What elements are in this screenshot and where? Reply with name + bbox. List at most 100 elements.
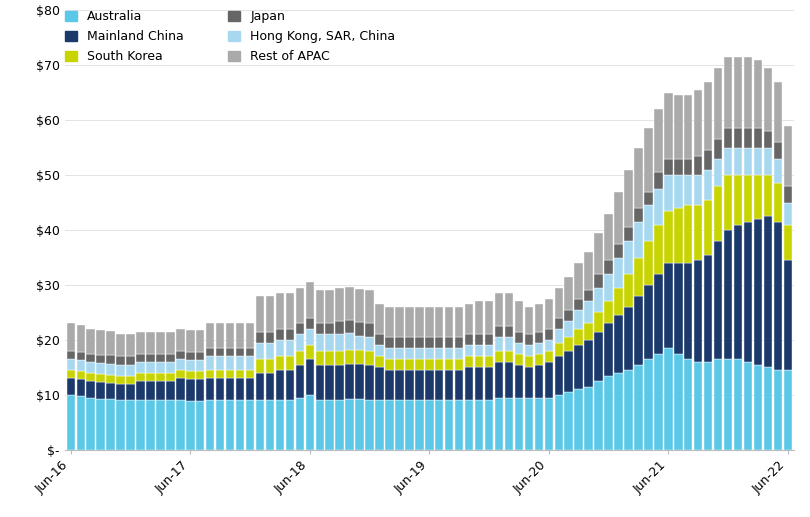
Bar	[604, 324, 613, 376]
Bar	[76, 360, 85, 371]
Bar	[754, 148, 762, 175]
Bar	[147, 362, 155, 373]
Bar	[445, 370, 454, 400]
Bar	[475, 301, 484, 334]
Bar	[425, 400, 433, 450]
Bar	[684, 205, 693, 263]
Bar	[296, 324, 304, 334]
Bar	[535, 304, 543, 332]
Bar	[236, 378, 245, 400]
Bar	[734, 128, 742, 148]
Bar	[435, 337, 444, 348]
Bar	[245, 378, 254, 400]
Bar	[734, 57, 742, 128]
Bar	[544, 351, 553, 362]
Bar	[505, 351, 514, 362]
Bar	[525, 307, 533, 334]
Bar	[286, 370, 294, 400]
Bar	[275, 329, 284, 340]
Bar	[555, 356, 563, 395]
Bar	[764, 368, 772, 450]
Bar	[316, 364, 324, 400]
Bar	[245, 400, 254, 450]
Bar	[66, 351, 75, 359]
Bar	[305, 282, 314, 318]
Bar	[555, 329, 563, 343]
Bar	[544, 340, 553, 351]
Bar	[275, 370, 284, 400]
Bar	[674, 354, 683, 450]
Bar	[574, 310, 583, 329]
Bar	[266, 373, 275, 400]
Bar	[106, 374, 115, 383]
Bar	[783, 260, 792, 370]
Bar	[305, 318, 314, 329]
Bar	[774, 184, 782, 222]
Bar	[96, 363, 104, 374]
Bar	[326, 291, 334, 324]
Bar	[147, 332, 155, 354]
Bar	[485, 334, 493, 345]
Bar	[574, 263, 583, 299]
Bar	[604, 260, 613, 274]
Bar	[455, 370, 463, 400]
Bar	[326, 324, 334, 334]
Bar	[535, 354, 543, 364]
Bar	[415, 359, 424, 370]
Bar	[584, 387, 593, 450]
Bar	[386, 400, 394, 450]
Bar	[236, 348, 245, 356]
Bar	[614, 315, 623, 373]
Bar	[595, 332, 603, 381]
Bar	[226, 348, 234, 356]
Bar	[117, 400, 125, 450]
Bar	[316, 324, 324, 334]
Bar	[664, 263, 672, 348]
Bar	[226, 356, 234, 370]
Bar	[595, 288, 603, 312]
Bar	[514, 364, 523, 398]
Bar	[694, 260, 702, 362]
Bar	[604, 214, 613, 260]
Bar	[335, 288, 344, 321]
Bar	[544, 362, 553, 398]
Bar	[505, 293, 514, 326]
Bar	[206, 370, 215, 378]
Bar	[625, 170, 633, 227]
Bar	[783, 126, 792, 186]
Bar	[584, 324, 593, 340]
Bar	[625, 274, 633, 307]
Bar	[296, 364, 304, 398]
Bar	[495, 398, 503, 450]
Bar	[286, 400, 294, 450]
Bar	[76, 379, 85, 396]
Bar	[147, 354, 155, 362]
Bar	[445, 400, 454, 450]
Bar	[266, 400, 275, 450]
Bar	[455, 337, 463, 348]
Bar	[734, 224, 742, 359]
Bar	[764, 131, 772, 148]
Bar	[495, 326, 503, 337]
Bar	[744, 175, 752, 222]
Bar	[117, 334, 125, 356]
Bar	[783, 370, 792, 450]
Bar	[754, 175, 762, 219]
Bar	[774, 82, 782, 142]
Bar	[326, 334, 334, 351]
Bar	[614, 373, 623, 450]
Bar	[316, 400, 324, 450]
Bar	[465, 334, 473, 345]
Bar	[405, 348, 414, 359]
Bar	[495, 362, 503, 398]
Bar	[495, 293, 503, 326]
Bar	[136, 362, 145, 373]
Bar	[714, 241, 723, 359]
Bar	[485, 356, 493, 368]
Bar	[634, 148, 642, 208]
Bar	[425, 337, 433, 348]
Bar	[365, 351, 373, 364]
Bar	[764, 68, 772, 131]
Bar	[296, 288, 304, 324]
Bar	[704, 200, 712, 255]
